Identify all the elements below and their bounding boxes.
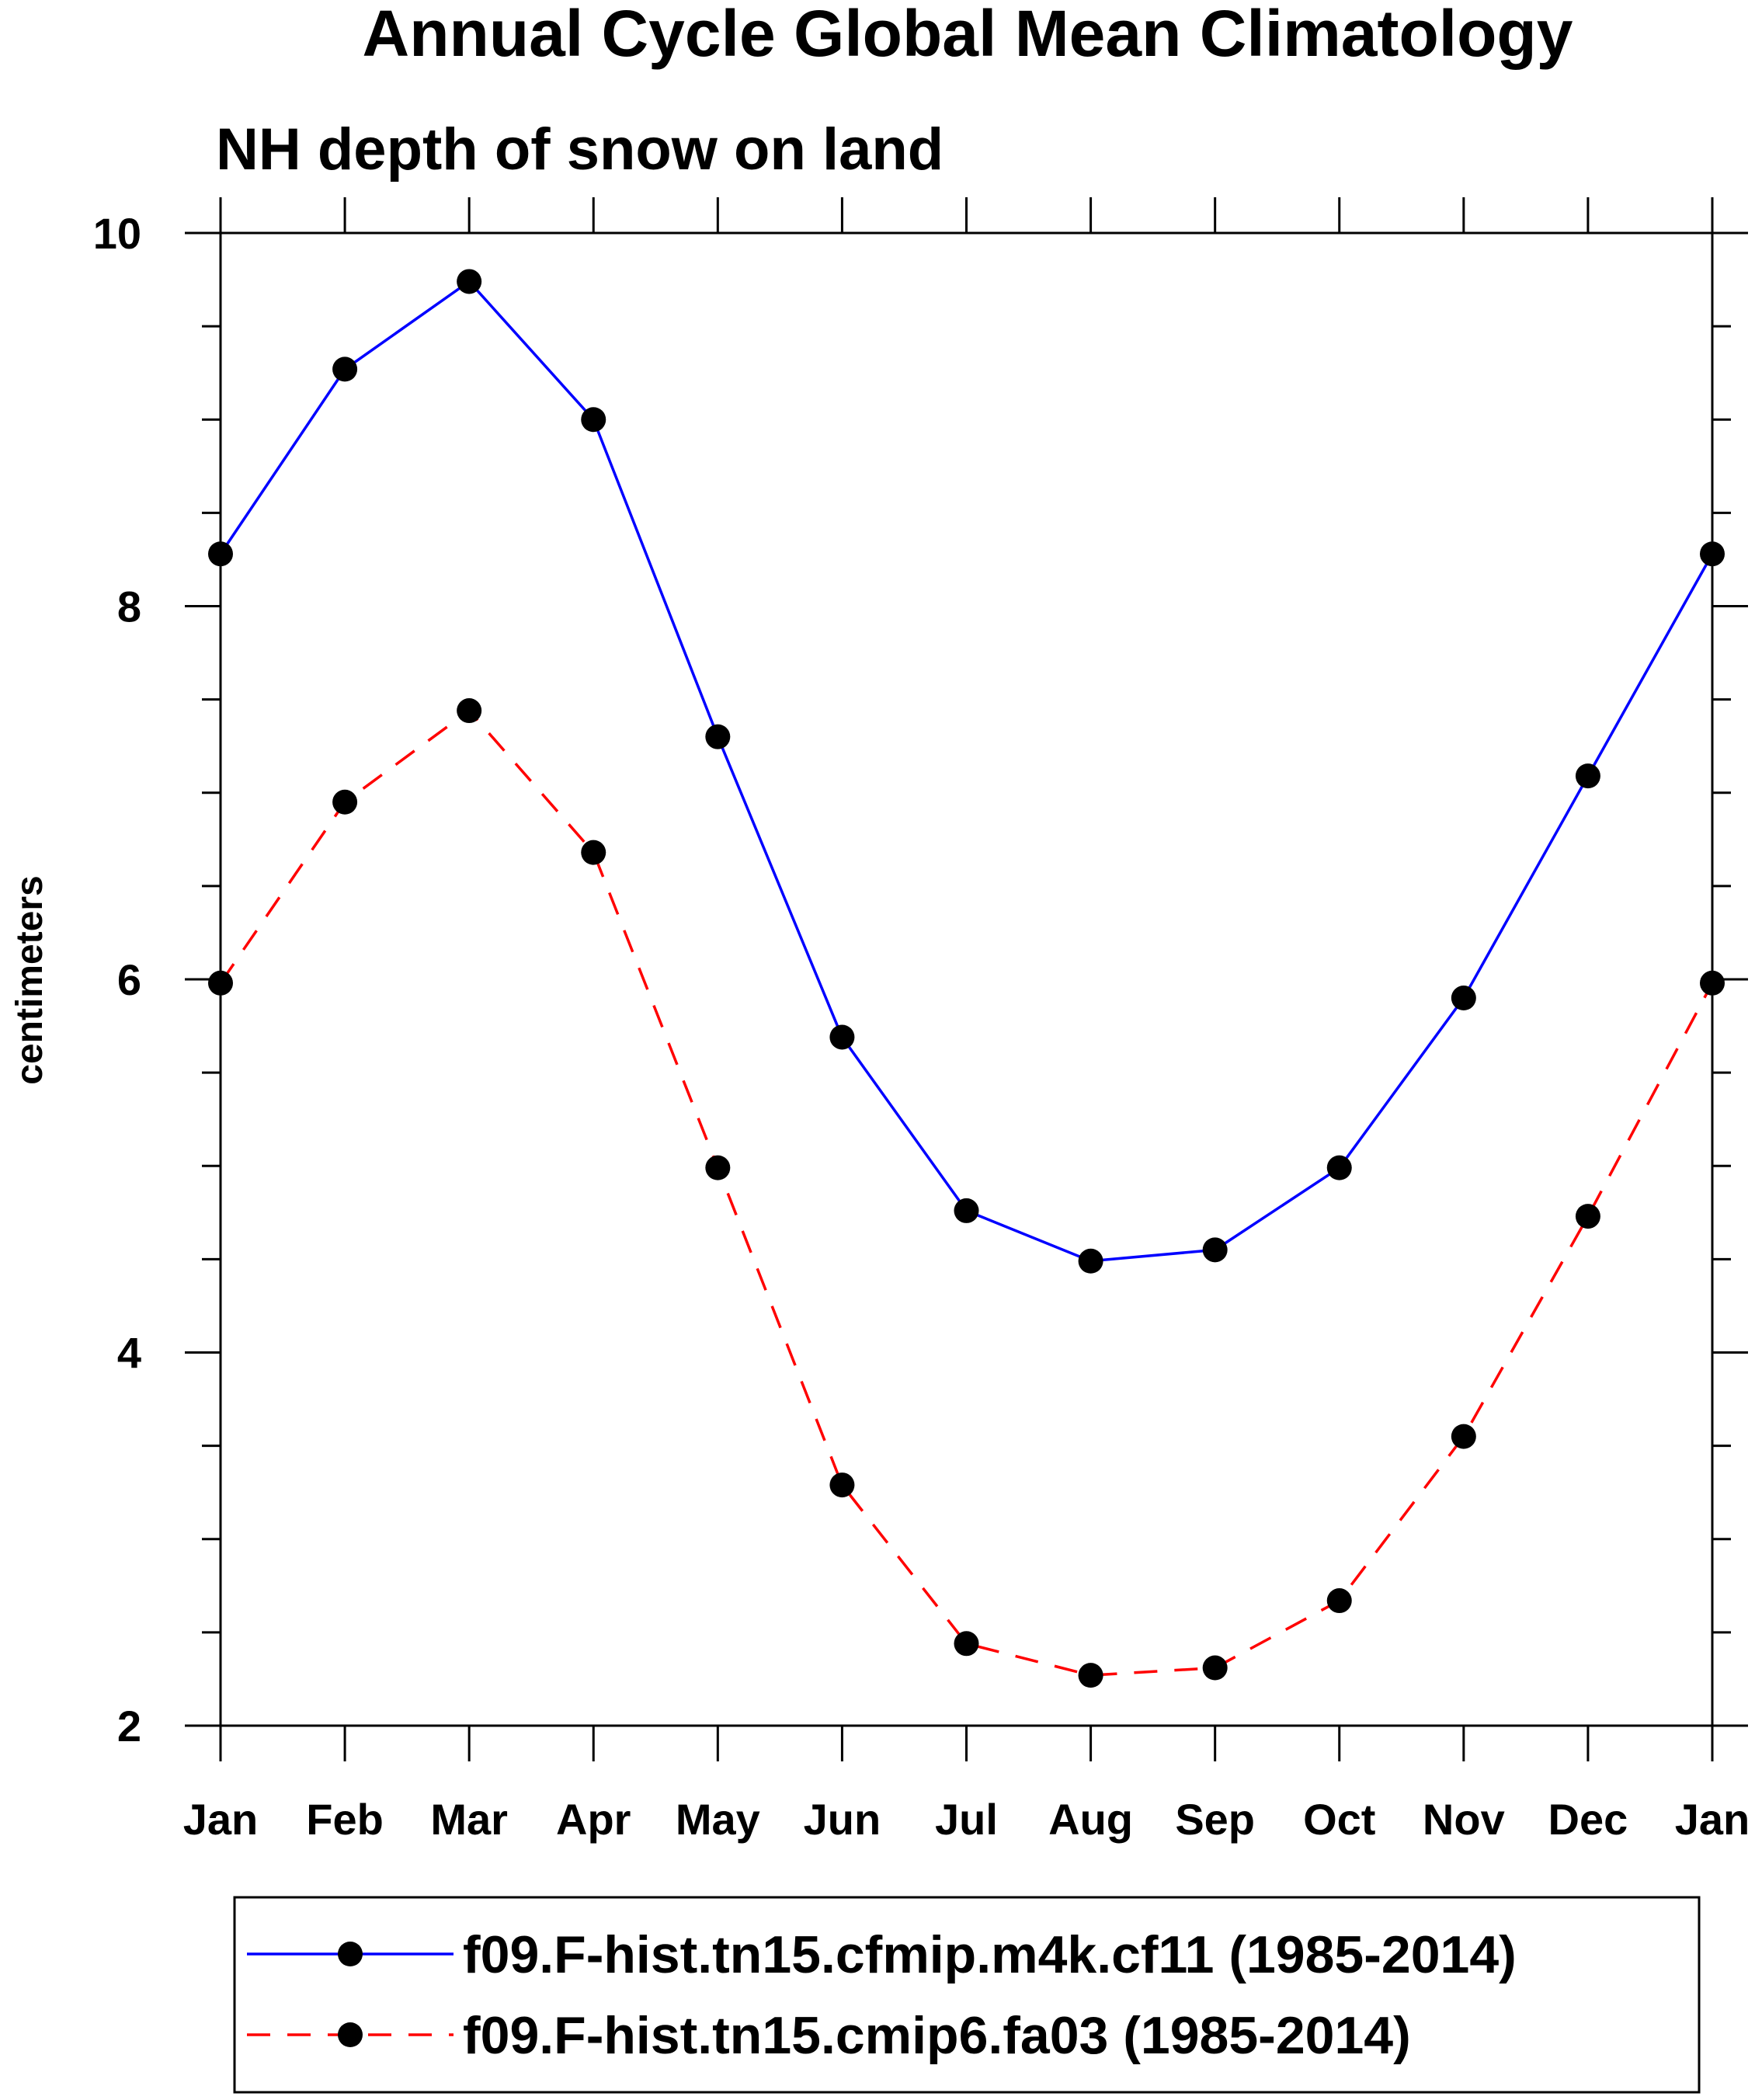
series-2-point xyxy=(954,1631,979,1657)
x-tick-label: Dec xyxy=(1548,1795,1628,1844)
x-tick-label: Aug xyxy=(1048,1795,1133,1844)
series-2-point xyxy=(1575,1204,1600,1229)
x-tick-label: Sep xyxy=(1175,1795,1255,1844)
chart-subtitle: NH depth of snow on land xyxy=(216,116,944,183)
x-tick-label: Oct xyxy=(1303,1795,1375,1844)
series-2-point xyxy=(705,1155,731,1180)
series-2-point xyxy=(1326,1588,1352,1614)
series-2-point xyxy=(457,698,482,724)
legend-marker-2 xyxy=(338,2022,363,2047)
y-tick-label: 8 xyxy=(117,582,141,631)
series-2-point xyxy=(1700,970,1725,996)
series-2-point xyxy=(208,970,233,996)
series-2-point xyxy=(332,789,358,815)
legend-label-2: f09.F-hist.tn15.cmip6.fa03 (1985-2014) xyxy=(463,2006,1411,2065)
series-1-point xyxy=(332,356,358,382)
legend: f09.F-hist.tn15.cfmip.m4k.cf11 (1985-201… xyxy=(233,1896,1701,2094)
x-tick-label: Feb xyxy=(306,1795,384,1844)
y-tick-label: 6 xyxy=(117,955,141,1004)
series-2-point xyxy=(829,1472,855,1498)
plot-frame xyxy=(219,231,1714,1727)
y-tick-label: 10 xyxy=(93,209,141,258)
chart-title: Annual Cycle Global Mean Climatology xyxy=(363,0,1573,70)
series-2-point xyxy=(1202,1655,1228,1681)
x-tick-label: Jan xyxy=(1675,1795,1750,1844)
series-1-point xyxy=(1700,541,1725,567)
legend-label-1: f09.F-hist.tn15.cfmip.m4k.cf11 (1985-201… xyxy=(463,1925,1517,1984)
x-tick-label: Mar xyxy=(430,1795,508,1844)
series-1-point xyxy=(1326,1155,1352,1180)
series-1-point xyxy=(457,269,482,294)
series-2-point xyxy=(1078,1663,1103,1688)
legend-box xyxy=(233,1896,1701,2094)
series-1-point xyxy=(208,541,233,567)
series-1-point xyxy=(1575,763,1600,789)
y-axis-label: centimeters xyxy=(9,875,50,1084)
x-tick-label: Apr xyxy=(556,1795,631,1844)
series-2-point xyxy=(1451,1424,1476,1449)
series-2-point xyxy=(581,840,606,865)
x-tick-label: Jul xyxy=(935,1795,998,1844)
x-tick-label: Jan xyxy=(183,1795,259,1844)
x-tick-label: May xyxy=(676,1795,760,1844)
y-tick-label: 4 xyxy=(117,1329,141,1378)
series-1-point xyxy=(1202,1237,1228,1263)
series-1-point xyxy=(581,407,606,433)
series-1-line xyxy=(219,280,1714,1263)
x-tick-label: Jun xyxy=(804,1795,881,1844)
y-tick-label: 2 xyxy=(117,1702,141,1751)
legend-marker-1 xyxy=(338,1942,363,1966)
series-1-point xyxy=(954,1198,979,1223)
series-1-point xyxy=(1451,986,1476,1011)
series-1-point xyxy=(705,724,731,749)
series-2-line xyxy=(219,708,1714,1677)
series-1-point xyxy=(1078,1248,1103,1274)
plot-area: Jan Feb Mar Apr May Jun Jul Aug Sep Oct Nov Dec Jan 2… xyxy=(93,197,1750,1844)
x-tick-label: Nov xyxy=(1423,1795,1505,1844)
series-1-point xyxy=(829,1024,855,1050)
